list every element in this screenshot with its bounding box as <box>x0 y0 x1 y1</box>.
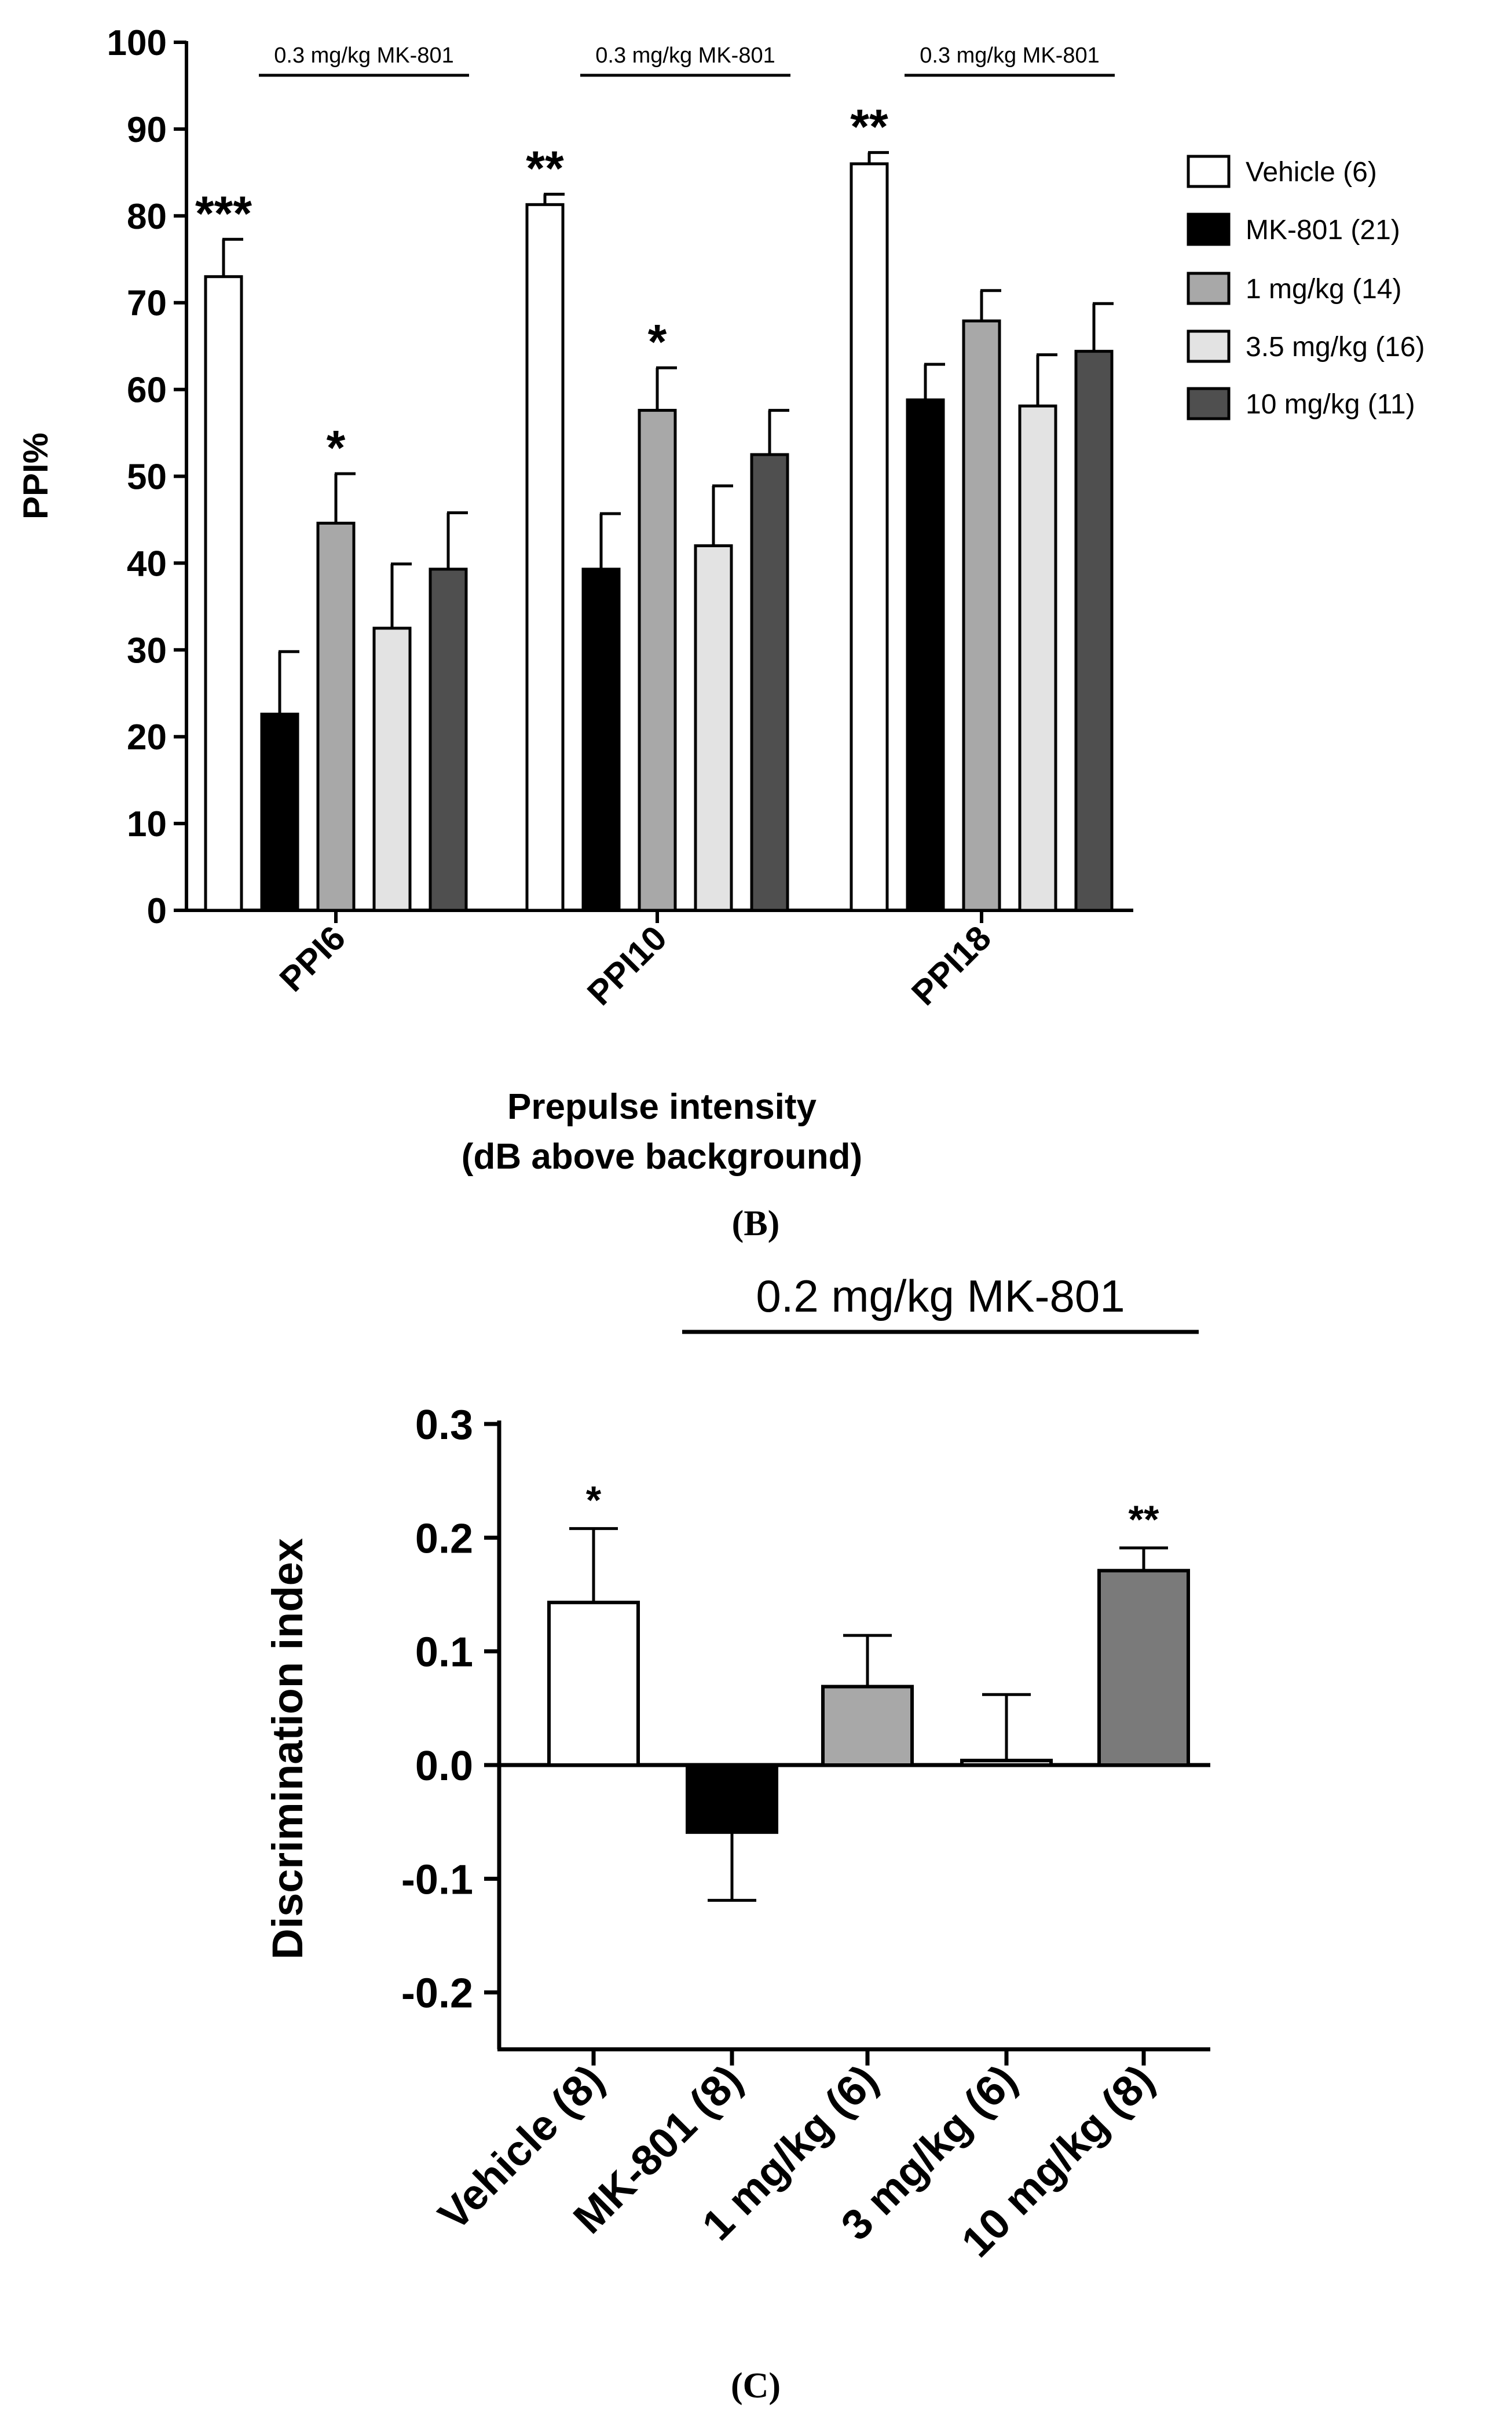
treatment-bracket-label: 0.3 mg/kg MK-801 <box>595 43 775 68</box>
legend-swatch-4 <box>1187 329 1231 363</box>
y-tick-label: 50 <box>127 457 167 497</box>
bar-ppi18-series-5 <box>1074 350 1114 912</box>
y-tick-label: -0.1 <box>401 1857 473 1903</box>
y-axis-label: Discrimination index <box>263 1538 312 1960</box>
legend-label-4: 3.5 mg/kg (16) <box>1246 332 1425 363</box>
bar-ppi10-series-3 <box>638 409 677 912</box>
x-tick-label-ppi10: PPI10 <box>580 918 674 1013</box>
bar-ppi6-series-2 <box>260 712 299 912</box>
y-tick-label: 30 <box>127 631 167 671</box>
treatment-bracket-label: 0.3 mg/kg MK-801 <box>920 43 1099 68</box>
legend-swatch-5 <box>1187 387 1231 420</box>
y-tick-label: 90 <box>127 110 167 150</box>
y-tick-label: 80 <box>127 197 167 237</box>
x-axis-title: Prepulse intensity <box>507 1087 817 1127</box>
legend-label-3: 1 mg/kg (14) <box>1246 274 1401 305</box>
bar-1 <box>547 1601 640 1767</box>
y-tick-label: 100 <box>107 23 167 63</box>
y-tick-label: 10 <box>127 804 167 844</box>
y-tick-label: 0.3 <box>415 1402 473 1448</box>
legend-label-1: Vehicle (6) <box>1246 157 1377 188</box>
legend-label-2: MK-801 (21) <box>1246 215 1400 246</box>
y-tick-label: 60 <box>127 371 167 411</box>
bar-ppi18-series-2 <box>906 398 945 912</box>
significance-marker: ** <box>1129 1498 1159 1542</box>
y-tick-label: -0.2 <box>401 1971 473 2017</box>
legend-label-5: 10 mg/kg (11) <box>1246 389 1415 420</box>
panel-caption-c: (C) <box>731 2366 781 2406</box>
y-axis-label: PPI% <box>16 433 55 519</box>
y-tick-label: 20 <box>127 717 167 757</box>
significance-marker: *** <box>195 186 252 240</box>
bar-5 <box>1097 1569 1190 1767</box>
bar-ppi18-series-1 <box>850 162 889 912</box>
y-tick-label: 0.2 <box>415 1515 473 1562</box>
panel-caption-b: (B) <box>732 1204 780 1243</box>
bar-ppi6-series-3 <box>316 521 356 912</box>
chart-ppi: 0 10 20 30 40 50 60 70 80 90 100 PPI% PPI6 PPI10 PPI18… <box>16 23 1425 1243</box>
bar-3 <box>821 1685 914 1767</box>
y-tick-label: 40 <box>127 544 167 584</box>
legend-swatch-3 <box>1187 272 1231 305</box>
significance-marker: * <box>586 1478 602 1522</box>
significance-marker: * <box>648 314 667 369</box>
bar-ppi6-series-5 <box>429 568 468 912</box>
chart-discrimination-index: -0.2 -0.1 0.0 0.1 0.2 0.3 Discrimination index… <box>263 1271 1210 2406</box>
x-tick-label-ppi6: PPI6 <box>272 918 353 999</box>
bar-ppi18-series-3 <box>962 319 1001 912</box>
x-axis-subtitle: (dB above background) <box>462 1137 862 1177</box>
y-tick-label: 0 <box>147 891 167 931</box>
legend-swatch-1 <box>1187 155 1231 188</box>
bar-4 <box>960 1759 1053 1767</box>
bar-ppi6-series-4 <box>372 627 412 912</box>
significance-marker: * <box>327 420 346 475</box>
significance-marker: ** <box>850 99 888 153</box>
bar-ppi10-series-4 <box>694 544 733 912</box>
treatment-bracket-label: 0.3 mg/kg MK-801 <box>274 43 453 68</box>
bar-ppi10-series-5 <box>750 453 789 912</box>
treatment-bracket-label: 0.2 mg/kg MK-801 <box>756 1271 1125 1321</box>
bar-ppi10-series-1 <box>525 203 565 912</box>
bar-ppi10-series-2 <box>581 568 621 912</box>
bar-ppi6-series-1 <box>204 275 243 912</box>
bar-2 <box>686 1763 778 1834</box>
y-tick-label: 0.1 <box>415 1630 473 1676</box>
y-tick-label: 70 <box>127 284 167 324</box>
legend-swatch-2 <box>1187 213 1231 246</box>
bar-ppi18-series-4 <box>1018 404 1057 912</box>
x-tick-label-ppi18: PPI18 <box>904 918 998 1013</box>
significance-marker: ** <box>526 141 564 195</box>
y-tick-label: 0.0 <box>415 1743 473 1789</box>
